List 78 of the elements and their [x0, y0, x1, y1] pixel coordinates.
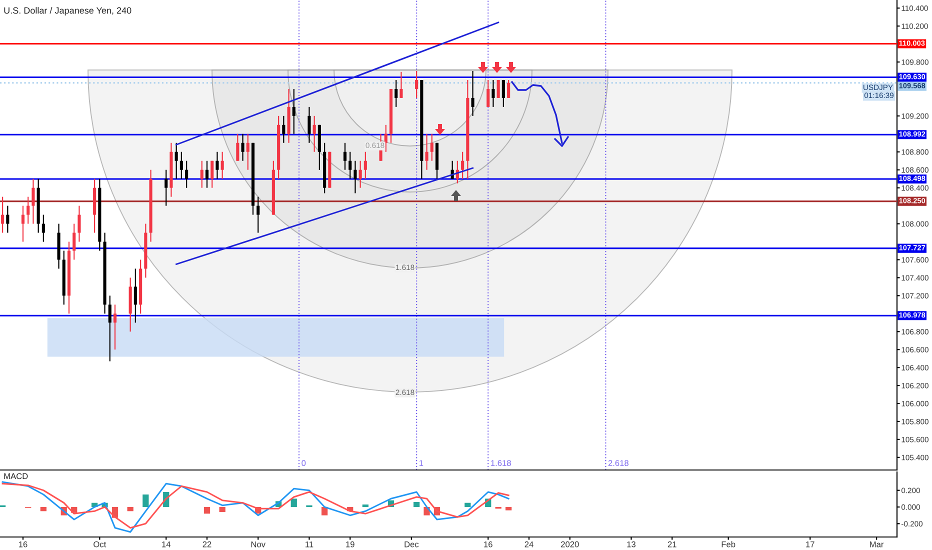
candlestick [241, 133, 244, 162]
x-tick-label: 17 [806, 541, 814, 548]
candlestick [72, 223, 76, 260]
x-tick-label: 11 [306, 541, 314, 548]
candlestick [185, 160, 188, 188]
candlestick [236, 133, 240, 162]
x-tick-label: 16 [19, 541, 28, 548]
candlestick [507, 79, 510, 99]
bar [142, 494, 149, 507]
bar [413, 502, 420, 507]
candlestick [394, 79, 398, 108]
candlestick [430, 133, 434, 162]
x-tick-label: Feb [722, 541, 736, 548]
ref-line-label: 1 [420, 460, 424, 466]
candlestick [6, 205, 10, 234]
ref-line-label: 1.618 [491, 460, 511, 466]
bar [204, 507, 210, 514]
x-tick-label: 22 [202, 541, 212, 548]
bar [464, 502, 471, 507]
candlestick [354, 160, 357, 194]
x-tick-label: Dec [404, 541, 419, 548]
x-tick-label: 19 [346, 541, 354, 548]
candlestick [358, 160, 362, 188]
candlestick [486, 79, 490, 108]
candlestick [216, 151, 219, 180]
bar [321, 507, 328, 516]
candlestick [308, 106, 311, 144]
x-tick-label: 24 [524, 541, 534, 548]
candlestick [1, 196, 4, 234]
x-tick-label: Mar [870, 541, 884, 548]
x-tick-label: Nov [251, 541, 266, 548]
bar [40, 507, 47, 512]
candlestick [502, 79, 505, 108]
candlestick [256, 196, 260, 234]
candlestick [425, 133, 428, 170]
text: U.S. Dollar / Japanese Yen, 240 [4, 7, 132, 16]
candlestick [180, 151, 183, 180]
candlestick [292, 88, 296, 134]
candlestick [78, 205, 81, 242]
candlestick [21, 205, 25, 242]
candlestick [343, 142, 347, 170]
bar [127, 507, 134, 512]
candlestick [496, 79, 500, 99]
candlestick [26, 196, 30, 224]
candlestick [32, 178, 35, 224]
candlestick [200, 160, 204, 188]
candlestick [164, 169, 168, 206]
candlestick [312, 115, 316, 152]
candlestick [42, 214, 45, 242]
bar [219, 507, 226, 512]
candlestick [400, 71, 403, 99]
x-tick-label: 2020 [561, 541, 579, 548]
x-tick-label: 21 [668, 541, 676, 548]
candlestick [492, 79, 495, 108]
candlestick [246, 133, 250, 170]
candlestick [471, 70, 474, 116]
candlestick [364, 151, 367, 180]
candlestick [461, 151, 464, 180]
bar [505, 507, 512, 510]
x-tick-label: 13 [627, 541, 636, 548]
candlestick [220, 151, 224, 180]
candlestick [210, 160, 214, 188]
x-tick-label: 16 [484, 541, 492, 548]
candlestick [348, 151, 352, 180]
x-tick-label: 14 [162, 541, 170, 548]
bar [290, 498, 297, 507]
ref-line-label: 2.618 [608, 460, 628, 466]
candlestick [384, 124, 388, 152]
ref-line-label: 0 [302, 460, 306, 466]
candlestick [205, 160, 209, 188]
candlestick [282, 115, 286, 144]
candlestick [108, 295, 112, 362]
candlestick [113, 304, 117, 350]
candlestick [415, 70, 418, 99]
chart-title: MACD [4, 473, 28, 480]
candlestick [134, 268, 137, 324]
x-tick-label: Oct [94, 541, 106, 548]
candlestick [174, 142, 178, 180]
